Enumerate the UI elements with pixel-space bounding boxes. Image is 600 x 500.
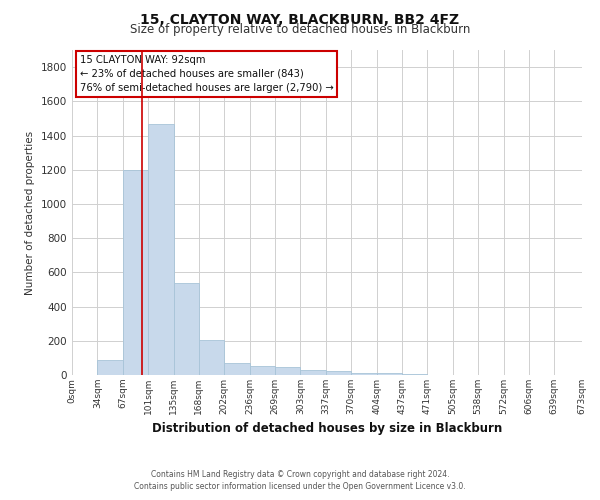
Bar — [148, 124, 173, 375]
Bar — [250, 366, 275, 375]
Bar — [173, 284, 199, 375]
Text: Size of property relative to detached houses in Blackburn: Size of property relative to detached ho… — [130, 22, 470, 36]
Bar — [301, 370, 326, 375]
Bar — [123, 170, 148, 375]
Text: Contains HM Land Registry data © Crown copyright and database right 2024.
Contai: Contains HM Land Registry data © Crown c… — [134, 470, 466, 491]
X-axis label: Distribution of detached houses by size in Blackburn: Distribution of detached houses by size … — [152, 422, 502, 436]
Bar — [97, 360, 123, 375]
Bar — [402, 374, 427, 375]
Bar — [275, 368, 301, 375]
Y-axis label: Number of detached properties: Number of detached properties — [25, 130, 35, 294]
Bar — [351, 374, 377, 375]
Bar — [377, 374, 402, 375]
Bar — [224, 363, 250, 375]
Bar — [199, 340, 224, 375]
Text: 15 CLAYTON WAY: 92sqm
← 23% of detached houses are smaller (843)
76% of semi-det: 15 CLAYTON WAY: 92sqm ← 23% of detached … — [80, 55, 334, 93]
Bar — [326, 370, 351, 375]
Text: 15, CLAYTON WAY, BLACKBURN, BB2 4FZ: 15, CLAYTON WAY, BLACKBURN, BB2 4FZ — [140, 12, 460, 26]
